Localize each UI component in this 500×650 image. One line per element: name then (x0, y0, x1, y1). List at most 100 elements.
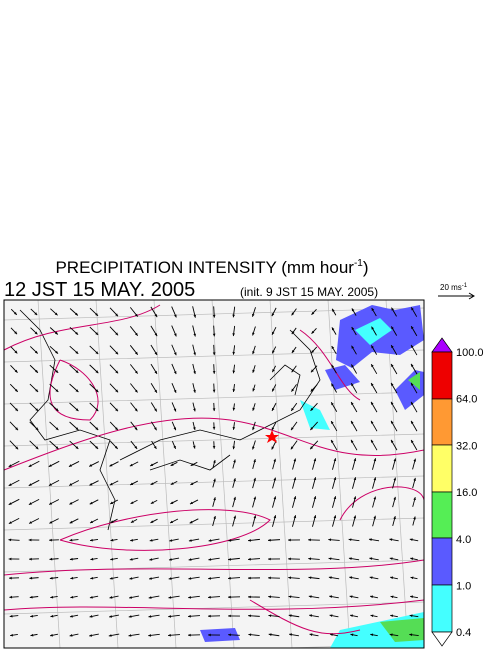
wind-arrow-head (115, 370, 119, 374)
wind-arrow-head (189, 501, 193, 505)
colorbar (431, 337, 453, 647)
wind-arrow-head (251, 313, 255, 317)
wind-arrow-head (75, 331, 79, 335)
wind-arrow-head (212, 352, 216, 356)
wind-arrow-head (208, 595, 211, 599)
wind-arrow-head (69, 520, 73, 524)
wind-arrow-head (271, 407, 275, 411)
wind-arrow-head (310, 407, 314, 411)
wind-arrow-head (150, 501, 154, 504)
wind-arrow-head (89, 595, 93, 599)
wind-arrow-head (15, 427, 19, 431)
wind-arrow-head (173, 389, 177, 393)
wind-arrow-head (29, 576, 33, 580)
wind-arrow-head (49, 520, 53, 524)
wind-arrow-head (134, 332, 138, 336)
wind-arrow-head (154, 408, 157, 412)
wind-arrow-head (193, 408, 196, 412)
wind-arrow-head (115, 427, 118, 431)
wind-arrow-head (253, 515, 257, 519)
wind-arrow-head (89, 634, 93, 637)
wind-arrow-head (30, 614, 34, 618)
wind-arrow-head (114, 446, 118, 449)
wind-scale-exponent: -1 (462, 283, 468, 289)
wind-arrow-head (90, 576, 94, 580)
wind-arrow-head (134, 389, 138, 393)
wind-arrow-head (393, 516, 396, 520)
wind-arrow-head (248, 614, 251, 618)
wind-arrow-head (212, 408, 216, 412)
wind-arrow-head (154, 314, 158, 318)
wind-arrow-head (55, 370, 59, 373)
wind-arrow-head (373, 477, 377, 481)
meridian (211, 300, 235, 648)
wind-arrow-head (134, 445, 138, 449)
wind-arrow-head (149, 558, 153, 561)
wind-arrow-head (393, 458, 397, 462)
wind-arrow-head (232, 446, 236, 450)
wind-arrow-head (130, 482, 134, 485)
wind-arrow-head (115, 389, 119, 393)
wind-arrow-head (74, 312, 78, 316)
colorbar-label: 32.0 (456, 440, 477, 452)
wind-arrow-head (95, 370, 99, 374)
wind-arrow-head (233, 478, 236, 482)
wind-arrow-head (411, 401, 414, 405)
valid-time: 12 JST 15 MAY. 2005 (4, 279, 195, 301)
wind-arrow-head (95, 312, 99, 316)
wind-arrow-head (168, 558, 172, 561)
wind-arrow-head (371, 401, 374, 405)
wind-arrow-head (233, 515, 237, 519)
wind-arrow-head (411, 307, 414, 311)
parallel (4, 391, 424, 405)
wind-arrow-head (228, 633, 231, 637)
wind-arrow-head (409, 538, 413, 542)
wind-arrow-head (29, 595, 33, 599)
wind-arrow-head (410, 576, 414, 580)
wind-arrow-head (68, 464, 72, 467)
wind-arrow-head (49, 576, 53, 580)
wind-arrow-head (291, 427, 294, 431)
wind-arrow-head (95, 408, 99, 412)
wind-arrow-head (290, 446, 294, 450)
wind-arrow-head (232, 407, 236, 411)
wind-arrow-head (213, 478, 216, 482)
wind-arrow-head (271, 427, 275, 431)
wind-arrow-head (328, 538, 332, 542)
wind-arrow-head (331, 402, 334, 406)
title-close: ) (363, 258, 369, 277)
wind-arrow-head (134, 370, 138, 374)
wind-arrow-head (291, 369, 295, 373)
wind-arrow-head (353, 477, 357, 481)
wind-arrow-head (49, 502, 53, 505)
colorbar-labels: 100.0 64.0 32.0 16.0 4.0 1.0 0.4 (456, 347, 484, 639)
wind-arrow-head (154, 370, 158, 374)
wind-arrow-head (188, 558, 192, 561)
wind-arrow-head (331, 439, 334, 443)
wind-arrow-head (95, 427, 99, 431)
wind-arrow-head (268, 557, 271, 561)
wind-arrow-head (149, 577, 152, 580)
wind-arrow-head (252, 369, 255, 373)
coastline (19, 309, 321, 531)
wind-arrow-head (228, 576, 231, 580)
wind-scale-text: 20 ms (440, 283, 462, 292)
wind-arrow-head (134, 408, 138, 412)
wind-arrow-head (208, 558, 212, 561)
wind-arrow-head (413, 458, 417, 462)
wind-arrow-head (353, 496, 357, 500)
wind-arrow-head (55, 408, 59, 412)
wind-arrow-head (188, 539, 192, 542)
wind-arrow-head (389, 633, 393, 637)
wind-arrow-head (288, 614, 292, 617)
wind-arrow-head (410, 557, 414, 561)
wind-arrow-head (331, 364, 335, 368)
wind-arrow-head (413, 516, 416, 520)
wind-arrow-head (130, 501, 134, 504)
wind-arrow-head (75, 408, 79, 412)
wind-arrow-head (333, 458, 337, 462)
wind-arrow-head (351, 383, 354, 387)
wind-arrow-head (393, 496, 397, 500)
parallel (4, 601, 424, 615)
wind-arrow-head (190, 463, 194, 466)
